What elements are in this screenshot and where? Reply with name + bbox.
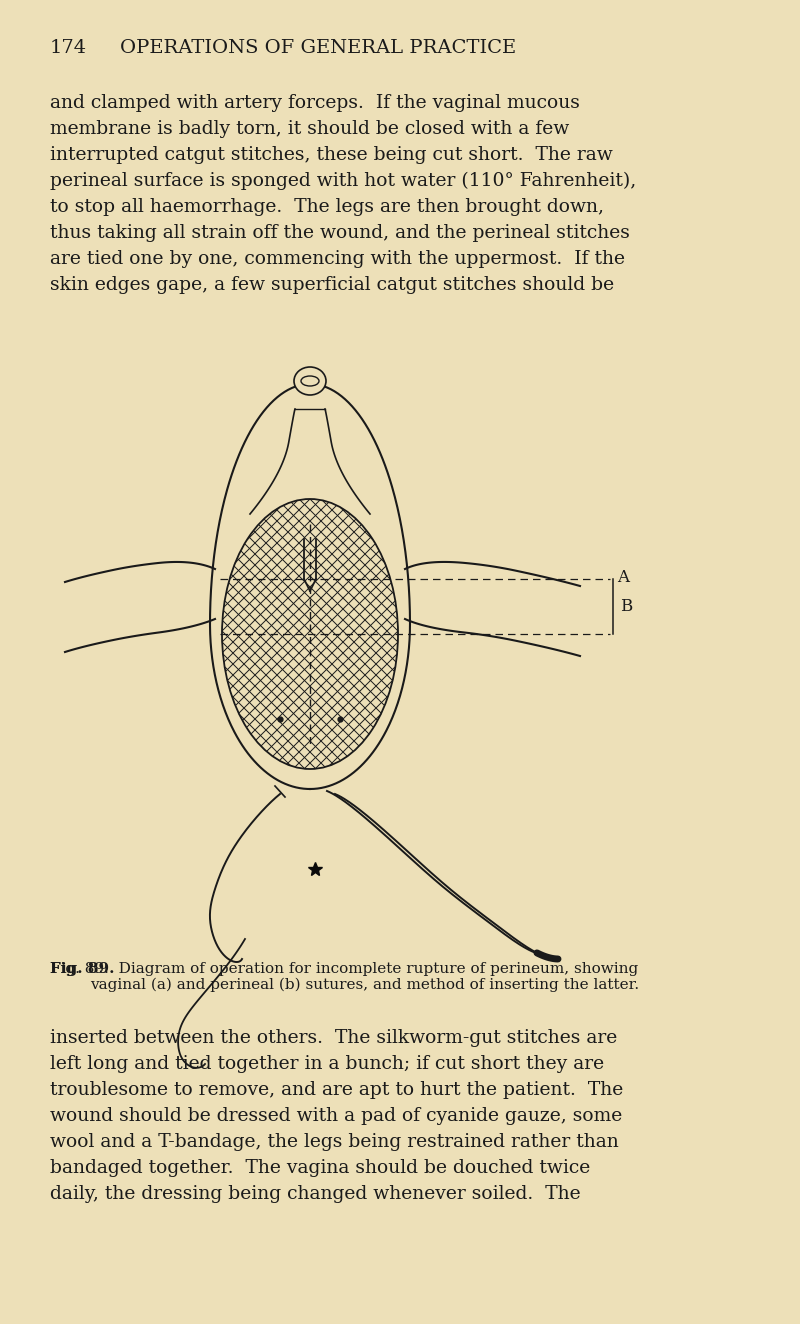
Text: A: A (617, 568, 629, 585)
Text: troublesome to remove, and are apt to hurt the patient.  The: troublesome to remove, and are apt to hu… (50, 1080, 623, 1099)
Text: membrane is badly torn, it should be closed with a few: membrane is badly torn, it should be clo… (50, 120, 570, 138)
Text: bandaged together.  The vagina should be douched twice: bandaged together. The vagina should be … (50, 1158, 590, 1177)
Ellipse shape (222, 499, 398, 769)
Text: vaginal (a) and perineal (b) sutures, and method of inserting the latter.: vaginal (a) and perineal (b) sutures, an… (90, 978, 639, 993)
Text: thus taking all strain off the wound, and the perineal stitches: thus taking all strain off the wound, an… (50, 224, 630, 242)
Text: perineal surface is sponged with hot water (110° Fahrenheit),: perineal surface is sponged with hot wat… (50, 172, 636, 191)
Text: interrupted catgut stitches, these being cut short.  The raw: interrupted catgut stitches, these being… (50, 146, 613, 164)
Text: Fig. 89.: Fig. 89. (50, 963, 114, 976)
Text: are tied one by one, commencing with the uppermost.  If the: are tied one by one, commencing with the… (50, 250, 625, 267)
Text: wound should be dressed with a pad of cyanide gauze, some: wound should be dressed with a pad of cy… (50, 1107, 622, 1125)
Text: left long and tied together in a bunch; if cut short they are: left long and tied together in a bunch; … (50, 1055, 604, 1072)
Ellipse shape (301, 376, 319, 387)
Text: daily, the dressing being changed whenever soiled.  The: daily, the dressing being changed whenev… (50, 1185, 581, 1204)
Text: inserted between the others.  The silkworm-gut stitches are: inserted between the others. The silkwor… (50, 1029, 618, 1047)
Text: B: B (620, 598, 632, 616)
Text: OPERATIONS OF GENERAL PRACTICE: OPERATIONS OF GENERAL PRACTICE (120, 38, 516, 57)
Ellipse shape (294, 367, 326, 395)
Text: Fig. 89.  Diagram of operation for incomplete rupture of perineum, showing: Fig. 89. Diagram of operation for incomp… (50, 963, 638, 976)
Text: and clamped with artery forceps.  If the vaginal mucous: and clamped with artery forceps. If the … (50, 94, 580, 113)
Text: wool and a T-bandage, the legs being restrained rather than: wool and a T-bandage, the legs being res… (50, 1133, 618, 1151)
Text: skin edges gape, a few superficial catgut stitches should be: skin edges gape, a few superficial catgu… (50, 275, 614, 294)
Text: to stop all haemorrhage.  The legs are then brought down,: to stop all haemorrhage. The legs are th… (50, 199, 604, 216)
Text: 174: 174 (50, 38, 87, 57)
